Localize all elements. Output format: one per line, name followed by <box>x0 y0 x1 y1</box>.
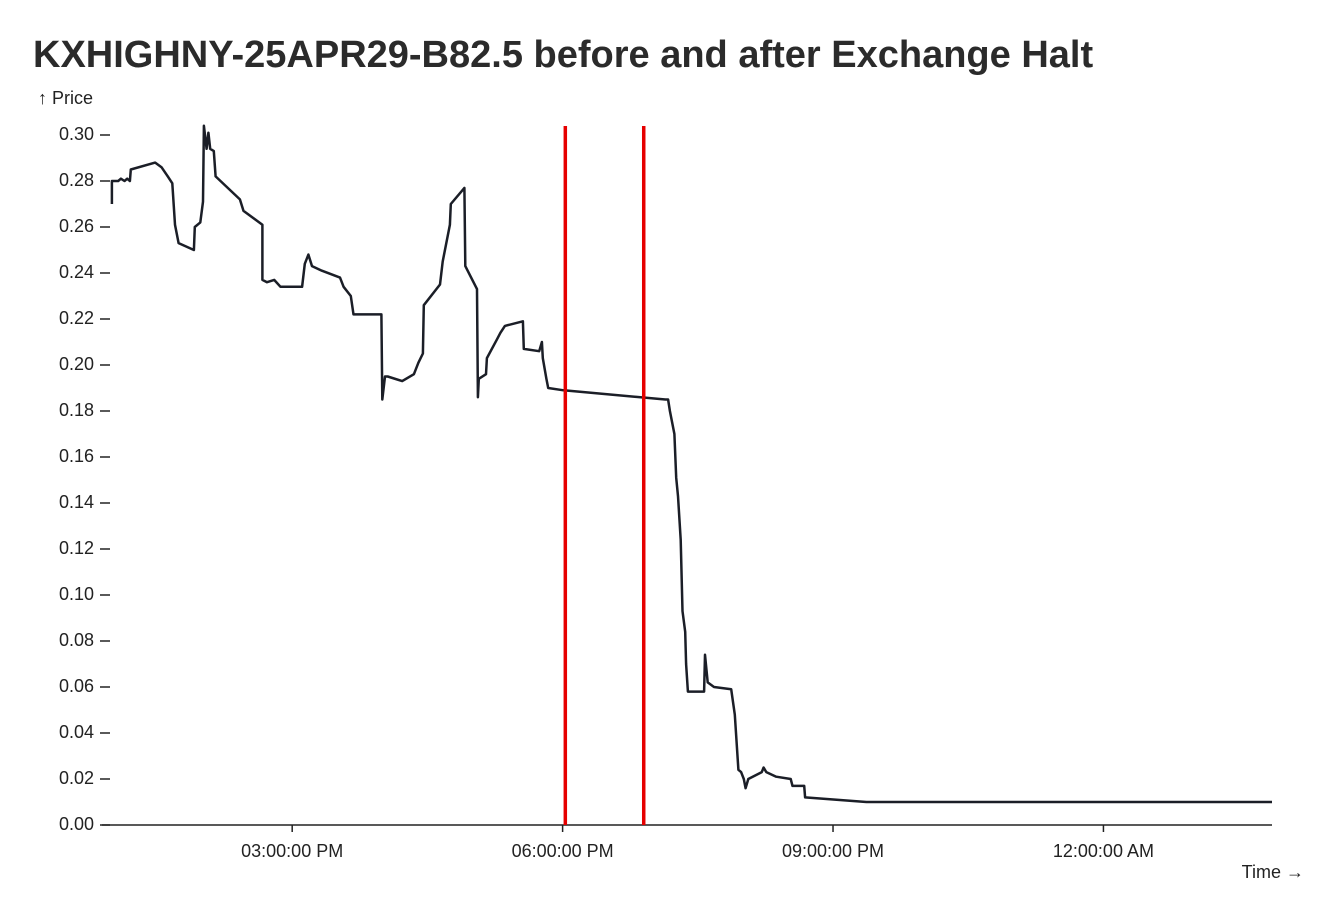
chart-title: KXHIGHNY-25APR29-B82.5 before and after … <box>33 34 1093 76</box>
x-axis-label: Time → <box>1242 862 1304 882</box>
y-tick-label: 0.20 <box>59 354 94 374</box>
price-line <box>110 124 1272 804</box>
y-tick-label: 0.02 <box>59 768 94 788</box>
y-tick-label: 0.24 <box>59 262 94 282</box>
x-tick-label: 09:00:00 PM <box>782 841 884 861</box>
x-tick-label: 06:00:00 PM <box>512 841 614 861</box>
y-tick-label: 0.16 <box>59 446 94 466</box>
y-tick-label: 0.04 <box>59 722 94 742</box>
y-tick-label: 0.06 <box>59 676 94 696</box>
y-axis-label: ↑ Price <box>38 88 93 108</box>
y-tick-label: 0.12 <box>59 538 94 558</box>
x-tick-label: 12:00:00 AM <box>1053 841 1154 861</box>
y-tick-label: 0.22 <box>59 308 94 328</box>
y-tick-label: 0.14 <box>59 492 94 512</box>
y-tick-label: 0.26 <box>59 216 94 236</box>
y-tick-label: 0.00 <box>59 814 94 834</box>
y-tick-label: 0.28 <box>59 170 94 190</box>
x-tick-label: 03:00:00 PM <box>241 841 343 861</box>
y-tick-label: 0.10 <box>59 584 94 604</box>
y-tick-label: 0.08 <box>59 630 94 650</box>
y-tick-label: 0.18 <box>59 400 94 420</box>
y-tick-label: 0.30 <box>59 124 94 144</box>
